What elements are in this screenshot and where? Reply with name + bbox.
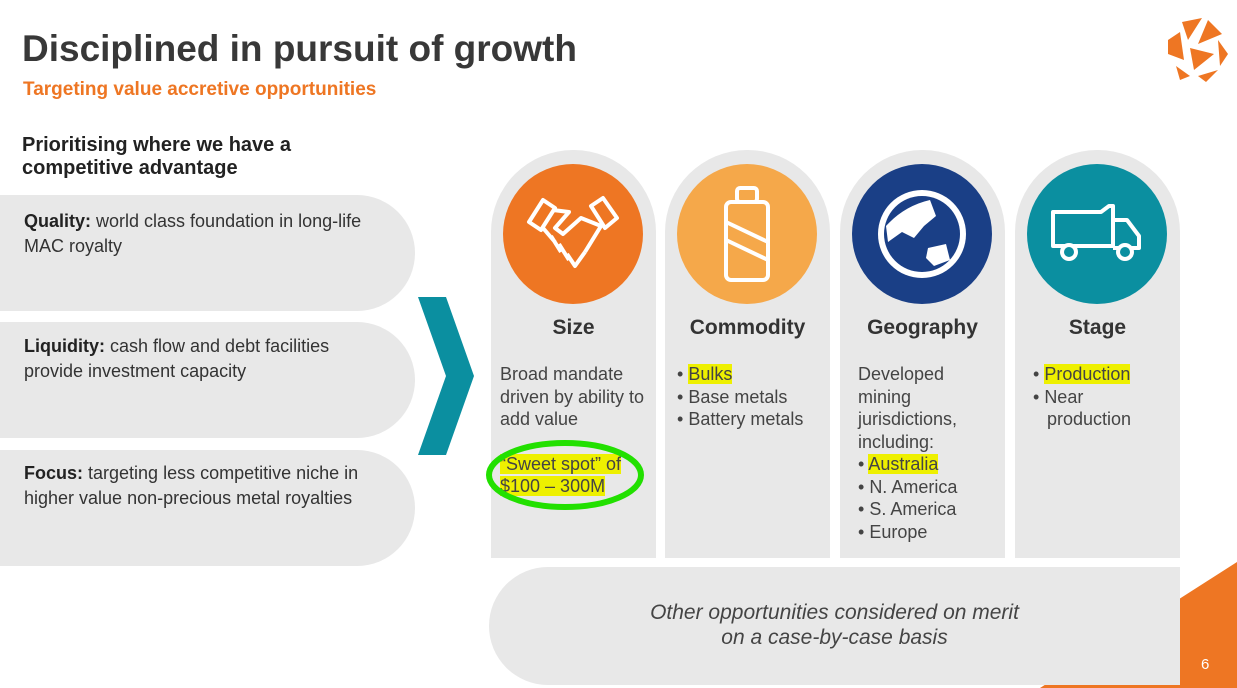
page-subtitle: Targeting value accretive opportunities [23, 79, 377, 100]
column-title: Stage [1068, 316, 1127, 339]
bullet-item: N. America [869, 476, 958, 497]
column-title: Commodity [689, 316, 806, 339]
section-heading: Prioritising where we have a competitive… [22, 134, 291, 179]
logo-icon [1168, 18, 1228, 82]
chevron-right-icon [418, 297, 474, 455]
pillar-focus: Focus: targeting less competitive niche … [0, 450, 415, 566]
annotation-circle [486, 439, 644, 510]
bullet-item: Base metals [688, 386, 788, 407]
column-stage: Stage Production Near production [1015, 150, 1180, 558]
column-geography: Geography Developed mining jurisdictions… [840, 150, 1005, 558]
page-title: Disciplined in pursuit of growth [22, 28, 577, 69]
column-title: Geography [867, 316, 978, 339]
banner-line: on a case-by-case basis [721, 626, 948, 649]
page-number: 6 [1201, 656, 1210, 673]
pillar-text: world class foundation in long-life MAC … [24, 211, 362, 256]
battery-icon [677, 164, 817, 304]
column-size: Size Broad mandate driven by ability to … [486, 150, 656, 558]
pillar-label: Quality: [24, 211, 92, 231]
column-title: Size [552, 316, 595, 339]
bullet-item: Near production [1044, 386, 1132, 430]
pillar-text: targeting less competitive niche in high… [24, 463, 359, 508]
bullet-item: Battery metals [688, 409, 804, 429]
pillar-quality: Quality: world class foundation in long-… [0, 195, 415, 311]
pillar-liquidity: Liquidity: cash flow and debt facilities… [0, 322, 415, 438]
pillar-label: Liquidity: [24, 336, 105, 356]
bullet-item: Europe [869, 521, 928, 542]
pillar-text: cash flow and debt facilities provide in… [24, 336, 330, 381]
bullet-item: Australia [868, 454, 939, 474]
bullet-item: Production [1044, 364, 1131, 384]
other-opportunities-banner: Other opportunities considered on merit … [489, 567, 1180, 685]
column-text: Developed mining jurisdictions, includin… [858, 364, 958, 452]
truck-icon [1027, 164, 1167, 304]
bullet-item: S. America [869, 499, 957, 519]
globe-icon [852, 164, 992, 304]
bullet-item: Bulks [688, 364, 733, 384]
column-text: Broad mandate driven by ability to add v… [500, 364, 645, 429]
column-commodity: Commodity Bulks Base metals Battery meta… [665, 150, 830, 558]
handshake-icon [503, 164, 643, 304]
banner-line: Other opportunities considered on merit [650, 601, 1019, 624]
pillar-label: Focus: [24, 463, 84, 483]
